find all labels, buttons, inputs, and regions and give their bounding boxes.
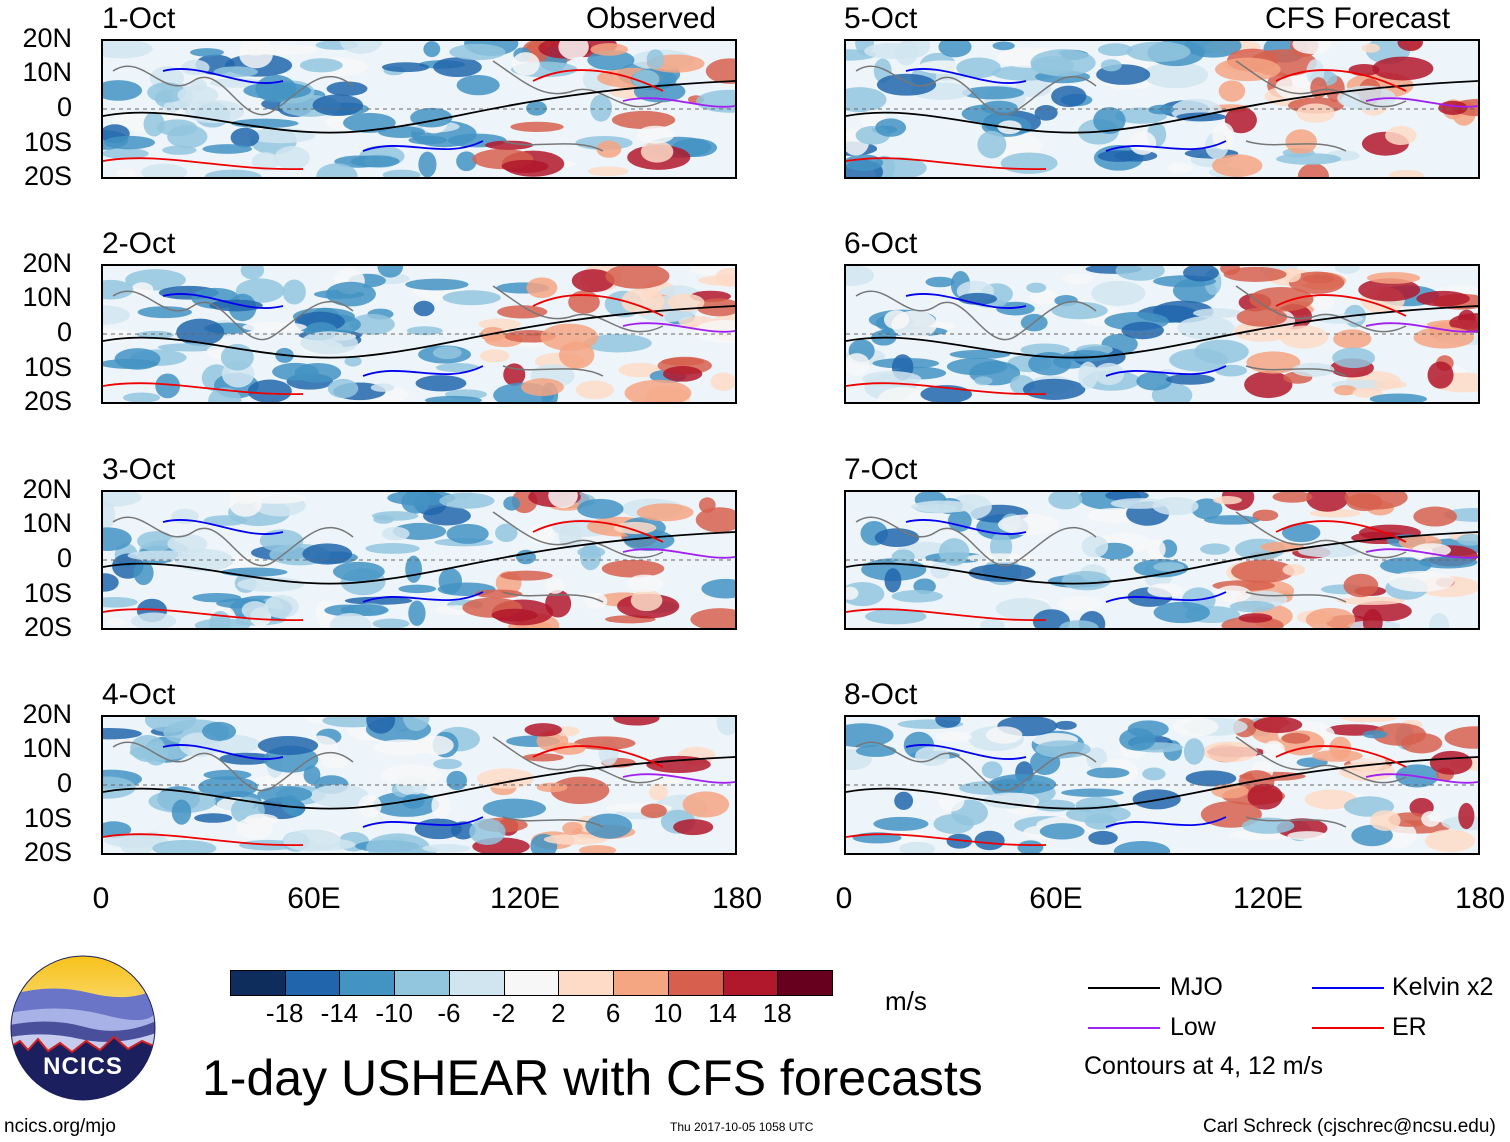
colorbar-swatch — [284, 970, 341, 996]
lat-label-row1-2: 0 — [56, 92, 72, 122]
map-panel-8 — [844, 715, 1480, 855]
map-panel-1 — [101, 39, 737, 179]
colorbar-unit: m/s — [885, 986, 927, 1016]
lat-label-row3-0: 20N — [22, 474, 72, 504]
map-panel-5 — [844, 39, 1480, 179]
colorbar-swatch — [394, 970, 450, 996]
panel-title-3: 3-Oct — [102, 453, 176, 486]
colorbar-label: 10 — [653, 998, 683, 1028]
map-field-7 — [846, 492, 1478, 628]
colorbar-label: 18 — [762, 998, 792, 1028]
logo-text: NCICS — [43, 1053, 123, 1080]
legend-line-low — [1088, 1027, 1160, 1029]
map-panel-2 — [101, 264, 737, 404]
lat-label-row3-4: 20S — [23, 612, 72, 642]
map-field-1 — [103, 41, 735, 177]
colorbar-swatch — [448, 970, 505, 996]
lon-label-60e-left: 60E — [287, 882, 341, 915]
colorbar-swatch — [503, 970, 560, 996]
colorbar-label: 14 — [708, 998, 737, 1028]
colorbar — [230, 970, 833, 996]
panel-title-6: 6-Oct — [844, 227, 918, 260]
lat-label-row3-2: 0 — [56, 543, 72, 573]
lat-label-row4-1: 10N — [22, 733, 72, 763]
colorbar-label: -6 — [437, 998, 461, 1028]
colorbar-label: -2 — [492, 998, 516, 1028]
legend-label-mjo: MJO — [1170, 973, 1223, 1001]
map-panel-3 — [101, 490, 737, 630]
colorbar-swatch — [339, 970, 396, 996]
map-field-4 — [103, 717, 735, 853]
colorbar-swatch — [722, 970, 779, 996]
legend-label-er: ER — [1392, 1013, 1427, 1041]
map-panel-4 — [101, 715, 737, 855]
lat-label-row1-0: 20N — [22, 23, 72, 53]
lon-label-180-right: 180 — [1454, 882, 1506, 915]
legend-label-low: Low — [1170, 1013, 1216, 1041]
panel-title-2: 2-Oct — [102, 227, 176, 260]
colorbar-label: -10 — [375, 998, 413, 1028]
ncics-logo-icon — [10, 955, 156, 1101]
lat-label-row3-3: 10S — [23, 578, 72, 608]
ncics-logo: NCICS — [10, 955, 156, 1101]
lon-label-60e-right: 60E — [1029, 882, 1083, 915]
observed-header: Observed — [586, 2, 717, 35]
lon-label-0-left: 0 — [92, 882, 110, 915]
lat-label-row1-3: 10S — [23, 127, 72, 157]
panel-title-7: 7-Oct — [844, 453, 918, 486]
lat-label-row4-4: 20S — [23, 837, 72, 867]
lon-label-0-right: 0 — [835, 882, 853, 915]
colorbar-label: -18 — [265, 998, 304, 1028]
colorbar-label: 2 — [551, 998, 566, 1028]
colorbar-label: -14 — [320, 998, 359, 1028]
lat-label-row2-1: 10N — [22, 282, 72, 312]
map-panel-6 — [844, 264, 1480, 404]
lat-label-row2-4: 20S — [23, 386, 72, 416]
colorbar-label: 6 — [605, 998, 621, 1028]
map-field-8 — [846, 717, 1478, 853]
panel-title-4: 4-Oct — [102, 678, 176, 711]
map-field-3 — [103, 492, 735, 628]
panel-title-1: 1-Oct — [102, 2, 176, 35]
contours-note: Contours at 4, 12 m/s — [1084, 1052, 1324, 1080]
lat-label-row1-1: 10N — [22, 57, 72, 87]
figure-title: 1-day USHEAR with CFS forecasts — [202, 1050, 983, 1106]
colorbar-swatch — [558, 970, 615, 996]
lat-label-row4-2: 0 — [56, 768, 72, 798]
legend-line-kelvin — [1312, 987, 1384, 989]
cfs-forecast-header: CFS Forecast — [1265, 2, 1451, 35]
colorbar-swatch — [230, 970, 286, 996]
footer-author: Carl Schreck (cjschrec@ncsu.edu) — [1203, 1116, 1496, 1137]
panel-title-8: 8-Oct — [844, 678, 918, 711]
map-field-5 — [846, 41, 1478, 177]
legend-label-kelvin: Kelvin x2 — [1392, 973, 1494, 1001]
panel-title-5: 5-Oct — [844, 2, 918, 35]
colorbar-swatch — [613, 970, 669, 996]
footer-link[interactable]: ncics.org/mjo — [4, 1116, 116, 1137]
colorbar-swatch — [667, 970, 724, 996]
lat-label-row4-3: 10S — [23, 803, 72, 833]
map-panel-7 — [844, 490, 1480, 630]
lat-label-row1-4: 20S — [23, 161, 72, 191]
lat-label-row2-3: 10S — [23, 352, 72, 382]
lat-label-row2-2: 0 — [56, 317, 72, 347]
lat-label-row2-0: 20N — [22, 248, 72, 278]
legend-line-mjo — [1088, 987, 1160, 989]
colorbar-swatch — [777, 970, 833, 996]
lat-label-row3-1: 10N — [22, 508, 72, 538]
legend-line-er — [1312, 1027, 1384, 1029]
lat-label-row4-0: 20N — [22, 699, 72, 729]
map-field-2 — [103, 266, 735, 402]
map-field-6 — [846, 266, 1478, 402]
lon-label-120e-right: 120E — [1232, 882, 1304, 915]
footer-timestamp: Thu 2017-10-05 1058 UTC — [670, 1120, 814, 1134]
lon-label-180-left: 180 — [711, 882, 763, 915]
lon-label-120e-left: 120E — [489, 882, 561, 915]
